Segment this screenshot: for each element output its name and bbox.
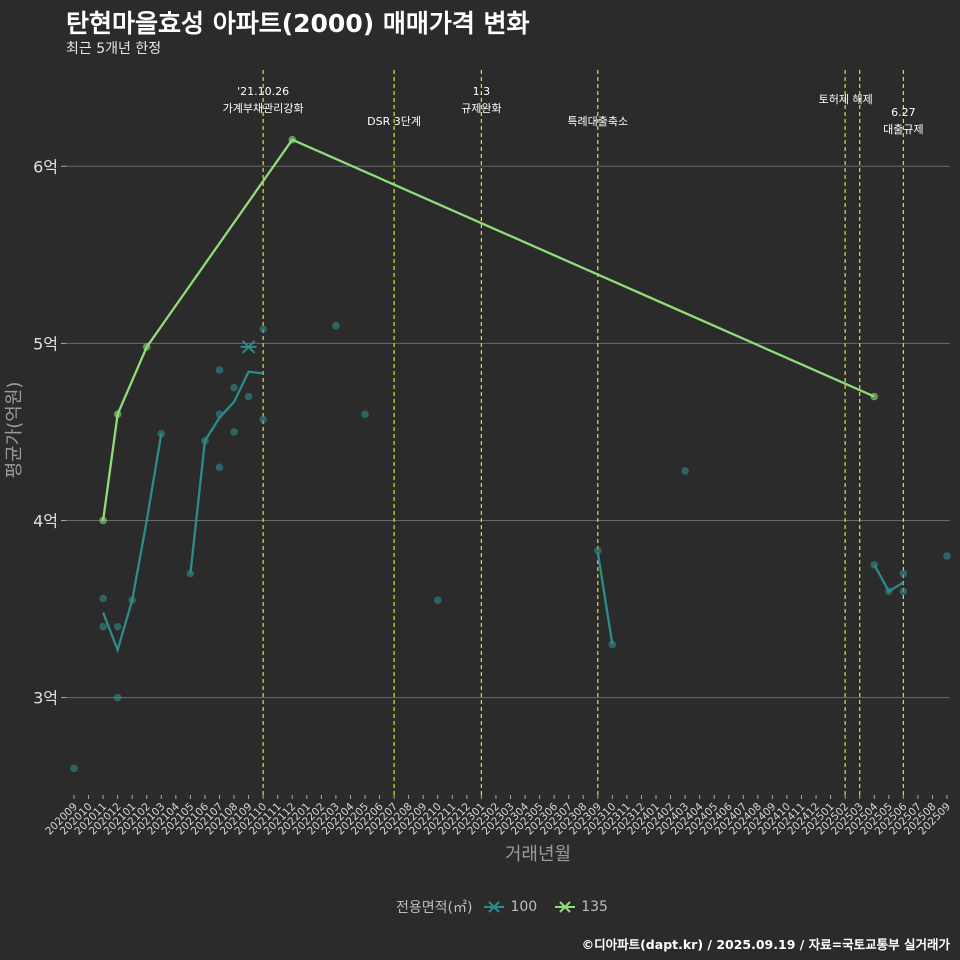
series-line [189,370,264,574]
data-point [230,428,238,436]
data-point [433,596,442,604]
data-point [244,392,253,401]
data-point [113,693,122,702]
data-point [99,622,107,631]
event-label: 6.27 [891,106,916,119]
legend-cross-icon [555,901,576,913]
y-tick-label: 4억 [33,511,58,530]
series-line [101,138,875,521]
data-point [681,467,689,475]
chart-subtitle: 최근 5개년 한정 [66,41,162,57]
y-tick-label: 3억 [33,689,58,708]
event-label: 가계부채관리강화 [223,102,304,115]
event-label: DSR 3단계 [367,115,421,128]
y-tick-label: 6억 [33,157,58,176]
series-line [596,552,614,645]
data-point [113,622,122,631]
event-label: 규제완화 [461,102,501,115]
y-tick-label: 5억 [33,334,58,353]
data-point [899,587,908,596]
legend-label: 135 [581,899,608,915]
legend-item-100: 100 [482,899,537,915]
legend-item-135: 135 [553,899,608,915]
source-caption: ©디아파트(dapt.kr) / 2025.09.19 / 자료=국토교통부 실… [581,937,950,952]
data-point [70,764,78,773]
event-label: 1.3 [473,85,491,98]
event-label: 특례대출축소 [567,115,628,128]
x-axis-title: 거래년월 [505,844,571,865]
chart-title: 탄현마을효성 아파트(2000) 매매가격 변화 [66,9,530,38]
y-axis-title: 평균가(억원) [4,382,25,479]
legend-label: 100 [510,899,538,915]
data-point [230,383,238,392]
data-point [99,516,107,525]
event-label: 대출규제 [883,123,923,136]
data-point [594,546,602,555]
event-label: '21.10.26 [237,85,289,98]
data-point [99,594,107,603]
legend-cross-icon [484,901,505,913]
data-point [899,569,908,578]
legend: 전용면적(㎡) 100 135 [396,897,618,917]
event-label: 토허제 해제 [819,92,873,106]
data-point [361,410,369,419]
data-point [259,415,267,424]
series-line [102,433,163,654]
data-point [259,325,267,334]
data-point [332,321,340,330]
data-point [215,366,224,374]
data-point [943,552,951,560]
data-point [215,463,224,472]
series-line [873,564,904,593]
legend-title: 전용면적(㎡) [396,900,473,916]
